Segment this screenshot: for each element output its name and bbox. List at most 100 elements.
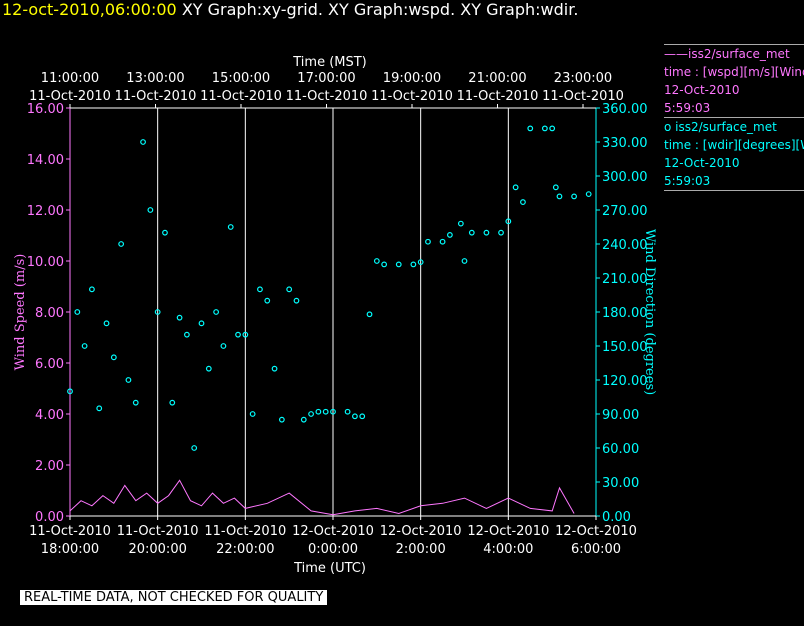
top-tick-date: 11-Oct-2010: [200, 89, 282, 104]
left-axis-label: Wind Speed (m/s): [13, 254, 28, 371]
left-tick-label: 10.00: [27, 255, 64, 270]
wdir-point: [242, 331, 249, 338]
wdir-point: [585, 191, 592, 198]
wdir-point: [235, 331, 241, 338]
bottom-axis-label: Time (UTC): [293, 561, 366, 576]
wdir-point: [213, 309, 220, 315]
bottom-tick-time: 18:00:00: [41, 542, 99, 557]
wdir-point: [457, 220, 464, 227]
legend-separator: [664, 190, 804, 191]
left-tick-label: 12.00: [27, 204, 64, 219]
wdir-point: [549, 125, 556, 132]
grid-lines: [157, 108, 509, 516]
wdir-point: [125, 377, 132, 383]
wdir-point: [541, 125, 548, 132]
left-tick-label: 6.00: [35, 357, 64, 372]
bottom-tick-time: 6:00:00: [571, 542, 621, 557]
top-tick-date: 11-Oct-2010: [542, 89, 624, 104]
wdir-point: [468, 229, 475, 236]
wdir-point: [162, 229, 168, 236]
legend-wdir-line3: 12-Oct-2010: [664, 156, 740, 170]
wdir-point: [96, 405, 103, 412]
right-tick-label: 0.00: [602, 510, 631, 525]
wdir-point: [257, 286, 263, 293]
bottom-tick-date: 12-Oct-2010: [467, 524, 549, 539]
bottom-tick-date: 12-Oct-2010: [555, 524, 637, 539]
wdir-point: [74, 309, 81, 315]
wdir-point: [278, 416, 285, 423]
top-tick-time: 21:00:00: [468, 71, 526, 86]
wdir-point: [110, 354, 117, 361]
legend-wdir-line2: time : [wdir][degrees][W: [664, 138, 804, 152]
bottom-tick-date: 11-Oct-2010: [204, 524, 286, 539]
wdir-point: [67, 388, 73, 395]
bottom-tick-date: 11-Oct-2010: [117, 524, 199, 539]
wdir-point: [176, 314, 183, 321]
bottom-tick-date: 12-Oct-2010: [380, 524, 462, 539]
legend-wdir-line4: 5:59:03: [664, 174, 711, 188]
wdir-point: [169, 399, 176, 406]
legend-separator: [664, 44, 804, 45]
wdir-point: [417, 259, 424, 266]
wdir-point: [366, 311, 373, 318]
left-tick-label: 0.00: [35, 510, 64, 525]
wdir-point: [498, 229, 504, 236]
right-tick-label: 240.00: [602, 238, 648, 253]
wdir-point: [300, 416, 307, 423]
wdir-point: [103, 320, 110, 327]
wdir-point: [147, 207, 154, 213]
top-tick-time: 17:00:00: [297, 71, 355, 86]
legend-wspd-line2: time : [wspd][m/s][Wind: [664, 65, 804, 79]
wdir-point: [264, 297, 271, 304]
legend-wdir: o iss2/surface_met time : [wdir][degrees…: [664, 118, 804, 190]
legend-wdir-line1: o iss2/surface_met: [664, 120, 777, 134]
right-tick-label: 270.00: [602, 204, 648, 219]
bottom-tick-time: 2:00:00: [396, 542, 446, 557]
wdir-point: [249, 411, 256, 417]
header-graph-list: XY Graph:xy-grid. XY Graph:wspd. XY Grap…: [181, 0, 579, 19]
wdir-point: [552, 184, 559, 191]
wdir-point: [446, 232, 453, 238]
left-tick-label: 14.00: [27, 153, 64, 168]
wdir-point: [520, 199, 526, 205]
left-tick-label: 2.00: [35, 459, 64, 474]
wdir-point: [461, 258, 468, 264]
wdir-point: [89, 286, 95, 293]
wdir-point: [439, 238, 446, 245]
wdir-point: [132, 399, 139, 406]
wdir-point: [352, 413, 358, 420]
wdir-point: [140, 139, 146, 145]
top-tick-date: 11-Oct-2010: [457, 89, 539, 104]
bottom-tick-time: 4:00:00: [483, 542, 533, 557]
wdir-point: [410, 261, 417, 268]
wdir-point: [118, 241, 125, 247]
legend-wspd-line4: 5:59:03: [664, 101, 711, 115]
right-tick-label: 330.00: [602, 136, 648, 151]
wdir-point: [315, 408, 322, 415]
right-axis-label: Wind Direction (degrees): [642, 229, 657, 395]
bottom-tick-date: 12-Oct-2010: [292, 524, 374, 539]
wdir-point: [527, 125, 534, 132]
legend: ——iss2/surface_met time : [wspd][m/s][Wi…: [664, 44, 804, 191]
wdir-point: [322, 408, 329, 415]
header-timestamp: 12-oct-2010,06:00:00: [2, 0, 177, 19]
wdir-point: [395, 261, 402, 268]
wdir-point: [227, 224, 234, 230]
wdir-point: [293, 297, 300, 304]
axes: 0.00 2.00 4.00 6.00 8.00 10.00 12.00 14.00 16.00…: [27, 71, 648, 557]
quality-disclaimer: REAL-TIME DATA, NOT CHECKED FOR QUALITY: [20, 590, 328, 605]
wdir-point: [344, 408, 351, 415]
wdir-point: [556, 193, 563, 200]
wdir-point: [154, 309, 161, 315]
wdir-point: [505, 218, 512, 225]
right-tick-label: 300.00: [602, 170, 648, 185]
wdir-point: [373, 258, 380, 264]
right-tick-label: 120.00: [602, 374, 648, 389]
wdir-point: [571, 193, 577, 200]
wspd-series: [69, 479, 575, 516]
axis-labels: Time (MST) Time (UTC) Wind Speed (m/s) W…: [13, 55, 657, 576]
top-tick-date: 11-Oct-2010: [29, 89, 111, 104]
top-tick-time: 19:00:00: [383, 71, 441, 86]
left-tick-label: 4.00: [35, 408, 64, 423]
wdir-point: [330, 408, 336, 415]
